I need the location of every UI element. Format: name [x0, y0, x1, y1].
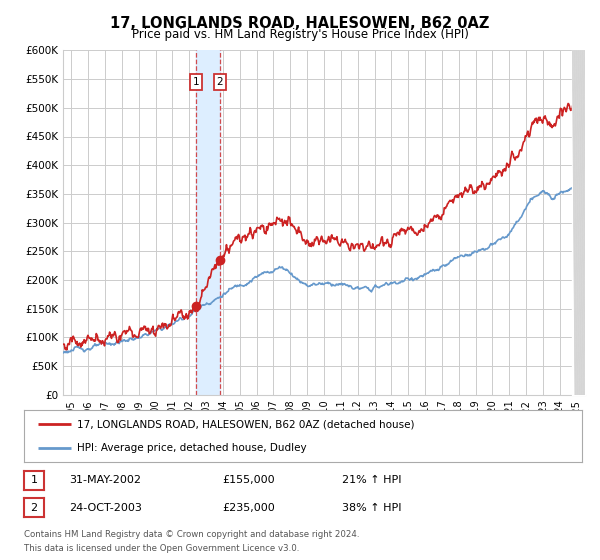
- Text: Contains HM Land Registry data © Crown copyright and database right 2024.: Contains HM Land Registry data © Crown c…: [24, 530, 359, 539]
- Text: £235,000: £235,000: [222, 503, 275, 513]
- Text: 21% ↑ HPI: 21% ↑ HPI: [342, 475, 401, 486]
- Bar: [196, 50, 220, 395]
- Text: Price paid vs. HM Land Registry's House Price Index (HPI): Price paid vs. HM Land Registry's House …: [131, 28, 469, 41]
- Text: 17, LONGLANDS ROAD, HALESOWEN, B62 0AZ: 17, LONGLANDS ROAD, HALESOWEN, B62 0AZ: [110, 16, 490, 31]
- Text: 2: 2: [31, 503, 37, 513]
- Text: 38% ↑ HPI: 38% ↑ HPI: [342, 503, 401, 513]
- Text: 17, LONGLANDS ROAD, HALESOWEN, B62 0AZ (detached house): 17, LONGLANDS ROAD, HALESOWEN, B62 0AZ (…: [77, 419, 415, 430]
- Text: 1: 1: [31, 475, 37, 486]
- Text: £155,000: £155,000: [222, 475, 275, 486]
- Text: 1: 1: [193, 77, 200, 87]
- Text: This data is licensed under the Open Government Licence v3.0.: This data is licensed under the Open Gov…: [24, 544, 299, 553]
- Text: 31-MAY-2002: 31-MAY-2002: [69, 475, 141, 486]
- Text: HPI: Average price, detached house, Dudley: HPI: Average price, detached house, Dudl…: [77, 443, 307, 453]
- Text: 24-OCT-2003: 24-OCT-2003: [69, 503, 142, 513]
- Text: 2: 2: [217, 77, 223, 87]
